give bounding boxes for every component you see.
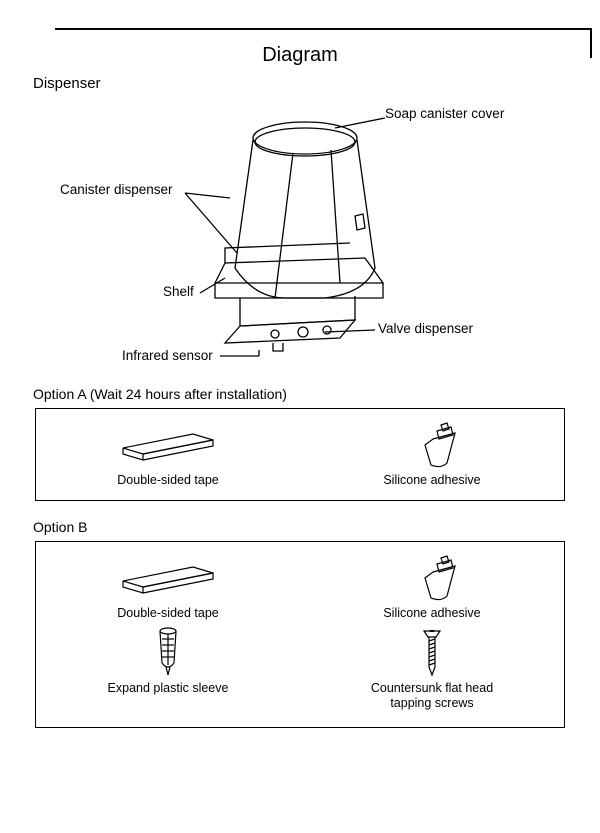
item-silicone-b: Silicone adhesive: [313, 552, 551, 621]
sleeve-icon: [148, 627, 188, 677]
label-valve: Valve dispenser: [378, 321, 473, 336]
section-label: Dispenser: [33, 75, 575, 92]
tape-icon: [113, 419, 223, 469]
sleeve-label: Expand plastic sleeve: [108, 681, 229, 696]
item-sleeve: Expand plastic sleeve: [49, 627, 287, 711]
page-title: Diagram: [25, 44, 575, 67]
dispenser-diagram: Soap canister cover Canister dispenser S…: [25, 98, 575, 368]
item-silicone-a: Silicone adhesive: [313, 419, 551, 488]
item-screw: Countersunk flat head tapping screws: [313, 627, 551, 711]
top-rule: [55, 28, 592, 30]
item-tape-a: Double-sided tape: [49, 419, 287, 488]
label-shelf: Shelf: [163, 284, 194, 299]
option-a-label: Option A (Wait 24 hours after installati…: [33, 386, 575, 402]
silicone-label-a: Silicone adhesive: [383, 473, 480, 488]
right-rule: [590, 28, 592, 58]
option-b-box: Double-sided tape Silicone adhesive: [35, 541, 565, 728]
tape-label-b: Double-sided tape: [117, 606, 218, 621]
label-soap-cover: Soap canister cover: [385, 106, 504, 121]
option-a-box: Double-sided tape Silicone adhesive: [35, 408, 565, 501]
page: Diagram Dispenser: [0, 0, 600, 833]
label-infrared: Infrared sensor: [122, 348, 213, 363]
silicone-label-b: Silicone adhesive: [383, 606, 480, 621]
tape-label-a: Double-sided tape: [117, 473, 218, 488]
label-canister-dispenser: Canister dispenser: [60, 182, 173, 197]
dispenser-svg: [25, 98, 575, 368]
silicone-icon-b: [397, 552, 467, 602]
screw-label: Countersunk flat head tapping screws: [357, 681, 507, 711]
item-tape-b: Double-sided tape: [49, 552, 287, 621]
tape-icon-b: [113, 552, 223, 602]
screw-icon: [412, 627, 452, 677]
option-b-label: Option B: [33, 519, 575, 535]
silicone-icon: [397, 419, 467, 469]
